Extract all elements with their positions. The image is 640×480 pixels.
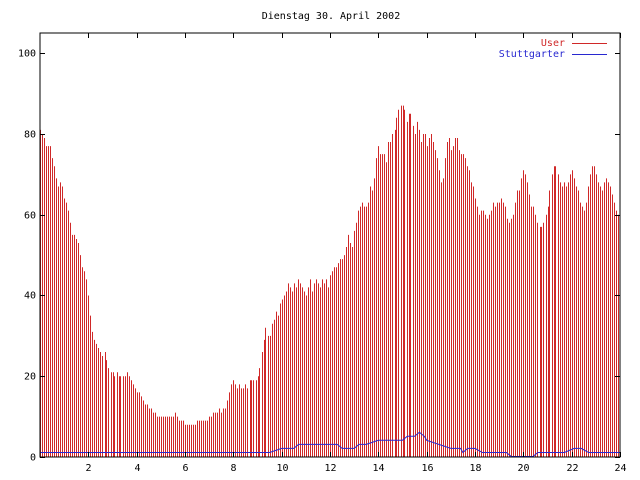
chart-title: Dienstag 30. April 2002 (262, 11, 400, 22)
y-tick-label-80: 80 (24, 130, 36, 141)
x-tick-label-2: 2 (85, 463, 91, 474)
x-tick-label-4: 4 (134, 463, 140, 474)
x-tick-label-8: 8 (230, 463, 236, 474)
stuttgarter-line (40, 431, 620, 457)
y-tick-label-40: 40 (24, 291, 36, 302)
x-tick-label-18: 18 (469, 463, 481, 474)
x-tick-label-22: 22 (566, 463, 578, 474)
x-tick-label-10: 10 (276, 463, 288, 474)
x-tick-label-16: 16 (421, 463, 433, 474)
legend-label-1: Stuttgarter (499, 49, 565, 60)
y-tick-label-100: 100 (18, 49, 36, 60)
plot-area (40, 105, 620, 457)
x-tick-label-6: 6 (182, 463, 188, 474)
x-tick-label-24: 24 (614, 463, 626, 474)
legend-label-0: User (541, 38, 565, 49)
y-tick-label-0: 0 (30, 453, 36, 464)
x-tick-label-12: 12 (324, 463, 336, 474)
y-tick-label-20: 20 (24, 372, 36, 383)
x-tick-label-14: 14 (372, 463, 384, 474)
x-tick-label-20: 20 (517, 463, 529, 474)
y-tick-label-60: 60 (24, 211, 36, 222)
